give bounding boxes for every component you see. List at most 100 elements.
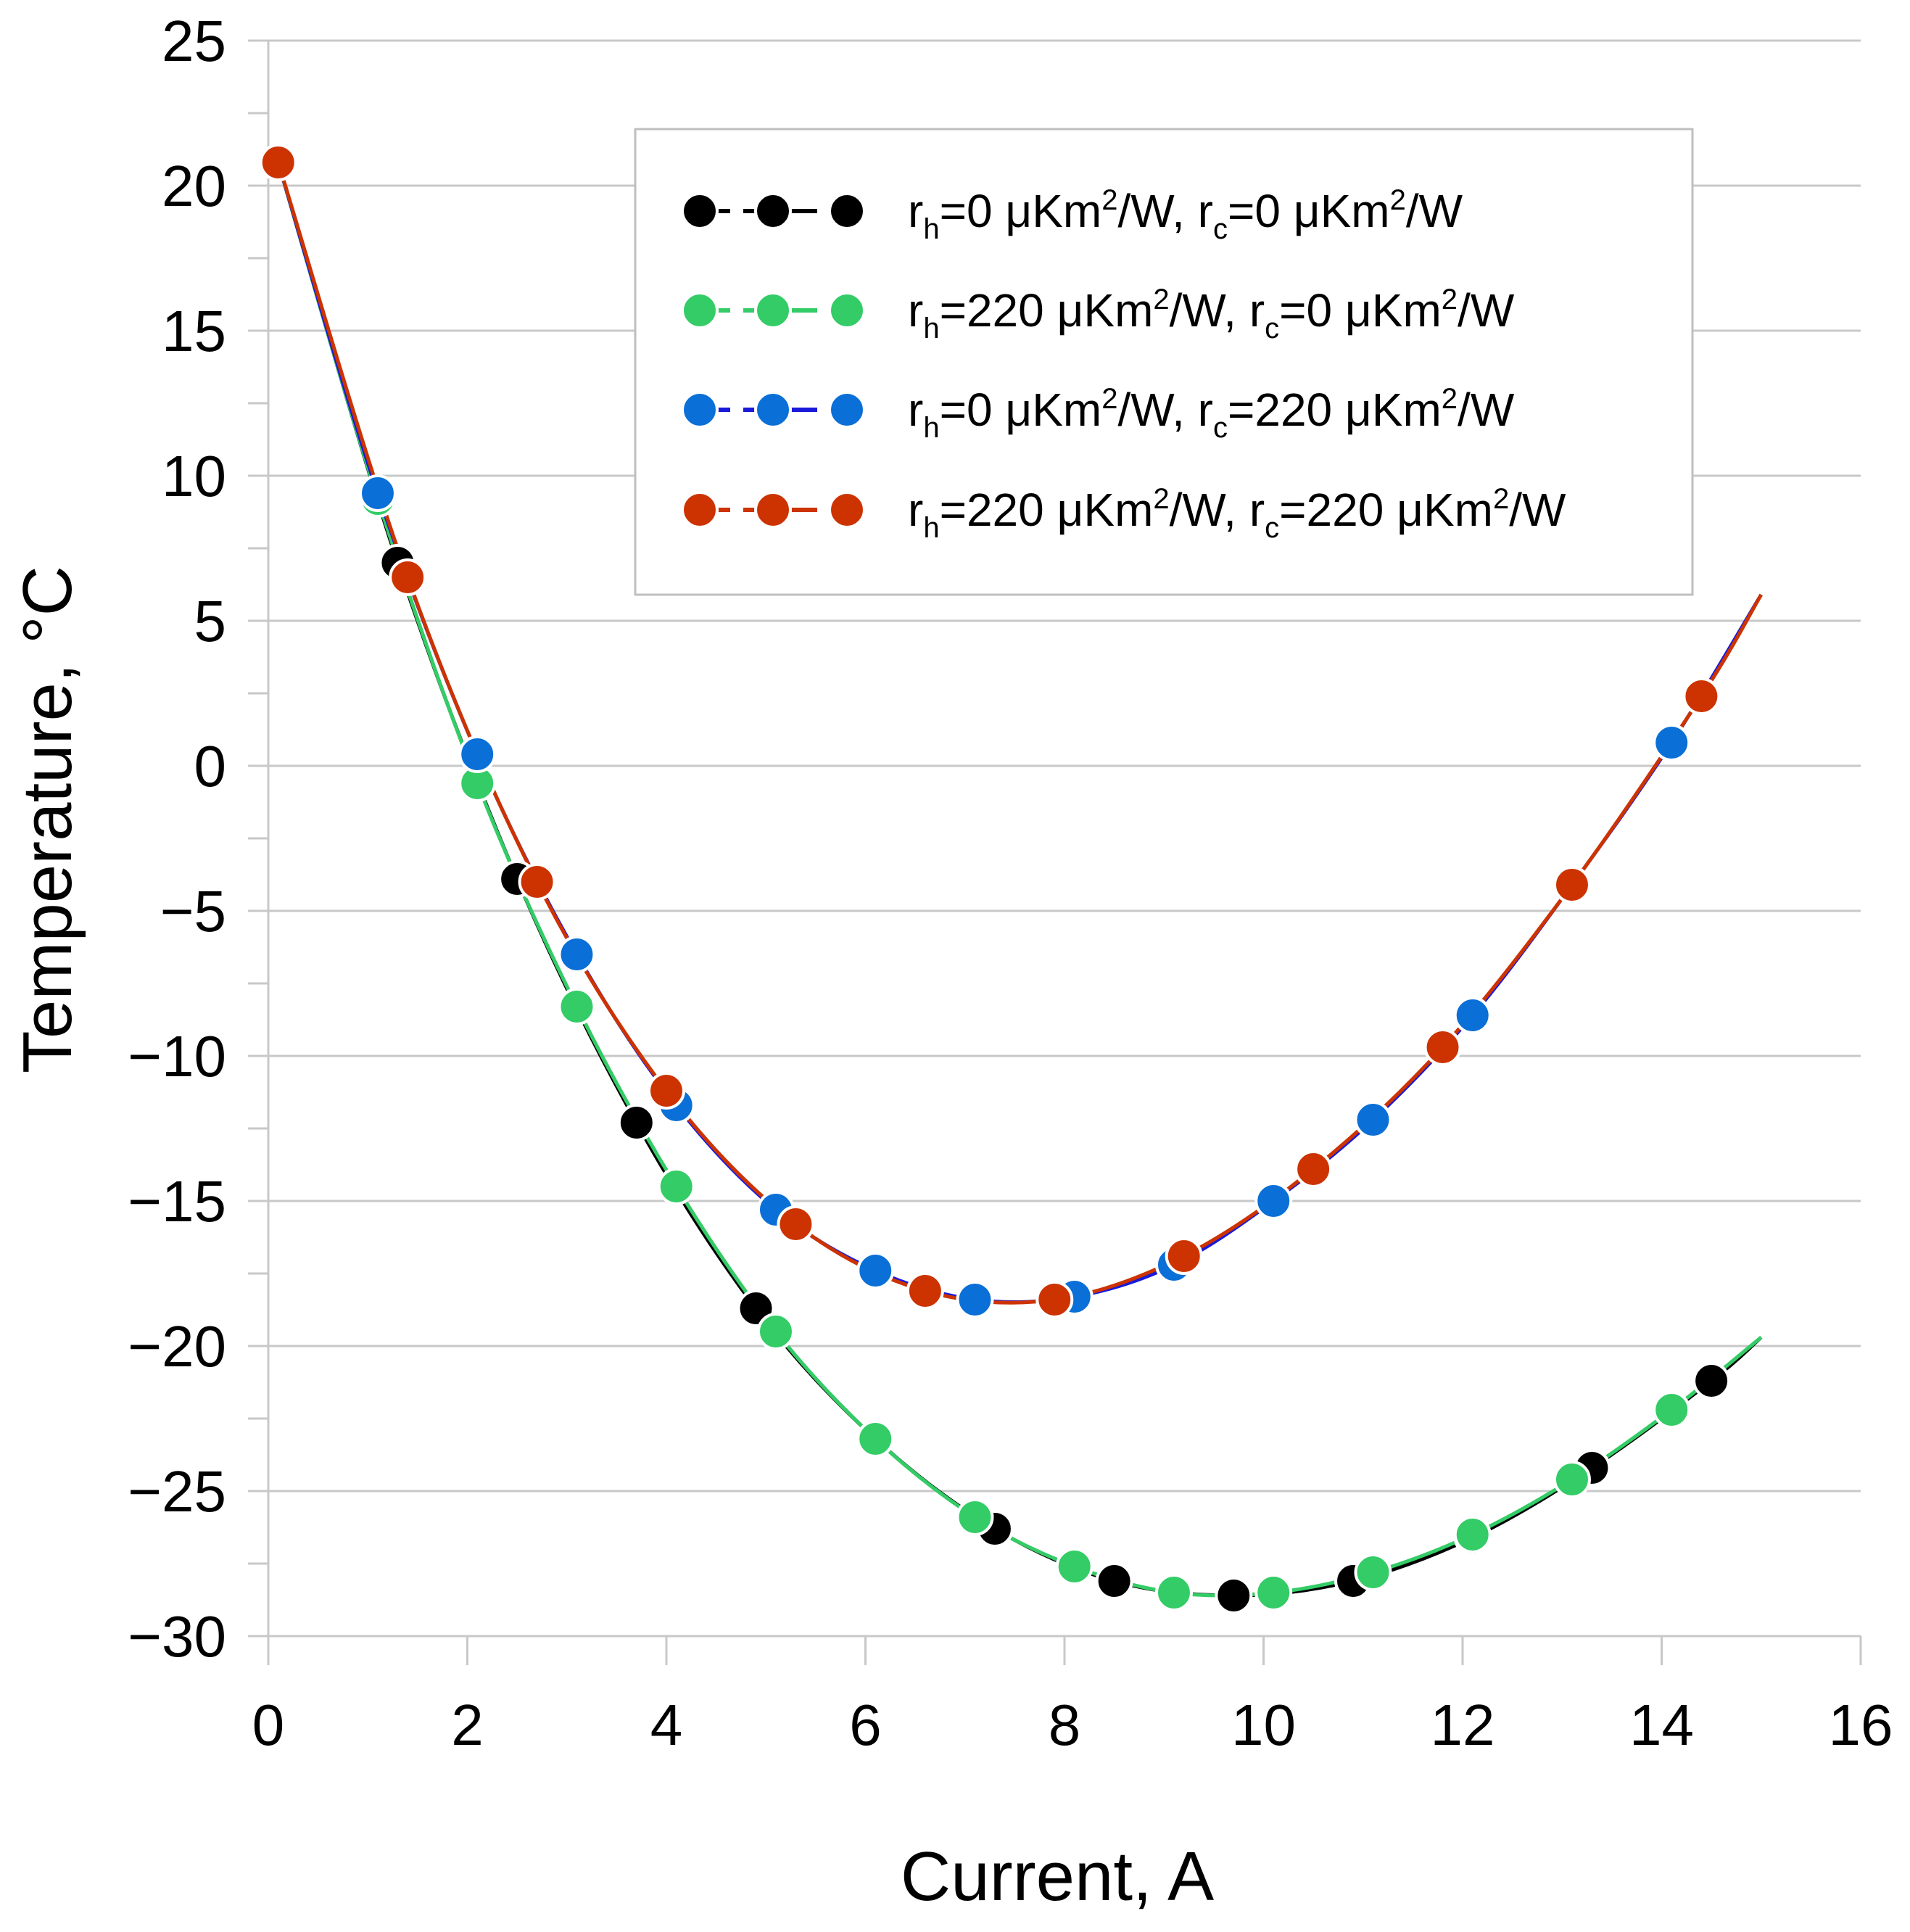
legend-label-part: /W bbox=[1509, 484, 1566, 536]
data-point bbox=[1165, 1237, 1203, 1275]
y-tick-label: 0 bbox=[194, 734, 227, 798]
legend-label-part: /W bbox=[1406, 185, 1463, 237]
legend-marker bbox=[828, 192, 866, 230]
data-point bbox=[1354, 1553, 1392, 1591]
legend-label-part: /W, bbox=[1117, 384, 1197, 436]
data-point bbox=[1553, 866, 1591, 904]
legend-label-part: c bbox=[1265, 512, 1279, 544]
data-point bbox=[906, 1272, 944, 1310]
legend-label-part: =0 μKm bbox=[1228, 185, 1390, 237]
y-tick-label: −15 bbox=[128, 1169, 226, 1234]
legend-label-part: =220 μKm bbox=[1228, 384, 1442, 436]
data-point bbox=[1692, 1362, 1731, 1400]
y-axis-title: Temperature, °C bbox=[9, 566, 86, 1073]
legend-label-part: =220 μKm bbox=[940, 484, 1154, 536]
y-tick-label: −30 bbox=[128, 1604, 226, 1669]
y-tick-label: −25 bbox=[128, 1459, 226, 1524]
legend-marker bbox=[681, 192, 719, 230]
x-tick-label: 12 bbox=[1431, 1693, 1495, 1757]
data-point bbox=[1653, 724, 1691, 761]
legend-label-part: r bbox=[1249, 484, 1265, 536]
legend-label-part: h bbox=[923, 213, 939, 245]
data-point bbox=[756, 1313, 795, 1350]
y-tick-label: 5 bbox=[194, 589, 227, 653]
legend-label-part: r bbox=[908, 384, 923, 436]
x-axis-title: Current, A bbox=[901, 1838, 1214, 1915]
legend-label-part: 2 bbox=[1390, 184, 1406, 216]
data-point bbox=[1423, 1028, 1462, 1066]
data-point bbox=[1254, 1182, 1293, 1220]
data-point bbox=[1035, 1281, 1074, 1318]
y-tick-label: −20 bbox=[128, 1314, 226, 1379]
x-tick-label: 0 bbox=[252, 1693, 285, 1757]
tick-labels: 25 20 15 10 5 0 −5 −10 −15 −20 −25 −30 0 2 4 6 8 10 12 14 16 bbox=[128, 9, 1893, 1757]
data-point bbox=[1453, 996, 1492, 1034]
x-tick-label: 14 bbox=[1629, 1693, 1694, 1757]
legend-label-part: =220 μKm bbox=[1279, 484, 1493, 536]
legend-label-part: h bbox=[923, 512, 939, 544]
legend-entries: rh=0 μKm2/W, rc=0 μKm2/Wrh=220 μKm2/W, r… bbox=[681, 184, 1566, 544]
data-point bbox=[956, 1498, 994, 1536]
data-point bbox=[1653, 1391, 1691, 1429]
legend-label-part: 2 bbox=[1153, 483, 1169, 515]
legend-label-part: 2 bbox=[1101, 184, 1117, 216]
legend-label-part: r bbox=[1198, 384, 1213, 436]
legend-marker bbox=[681, 292, 719, 329]
legend-marker bbox=[754, 292, 792, 329]
axes bbox=[248, 39, 1862, 1665]
data-point bbox=[1294, 1150, 1333, 1188]
x-tick-label: 2 bbox=[451, 1693, 484, 1757]
legend-label-part: r bbox=[1249, 284, 1265, 337]
data-point bbox=[856, 1252, 895, 1289]
y-tick-label: 20 bbox=[162, 154, 226, 218]
legend-label-part: r bbox=[908, 185, 923, 237]
data-point bbox=[617, 1104, 656, 1142]
legend-label-part: 2 bbox=[1493, 483, 1509, 515]
legend-label-part: =0 μKm bbox=[940, 185, 1102, 237]
x-tick-label: 4 bbox=[650, 1693, 683, 1757]
y-tick-label: −10 bbox=[128, 1024, 226, 1089]
legend-label-part: /W, bbox=[1117, 185, 1197, 237]
legend-box bbox=[634, 128, 1694, 596]
data-point bbox=[1682, 677, 1721, 715]
data-point bbox=[389, 558, 427, 596]
legend-label-part: h bbox=[923, 412, 939, 444]
x-tick-label: 6 bbox=[849, 1693, 882, 1757]
y-tick-label: 25 bbox=[162, 9, 226, 73]
data-point bbox=[1254, 1574, 1293, 1611]
legend-label-part: 2 bbox=[1442, 383, 1458, 415]
legend-label-part: 2 bbox=[1153, 284, 1169, 315]
legend-label-part: /W bbox=[1458, 384, 1515, 436]
legend-label-part: =220 μKm bbox=[940, 284, 1154, 337]
data-point bbox=[648, 1072, 685, 1110]
data-point bbox=[358, 474, 397, 512]
legend-marker bbox=[754, 192, 792, 230]
legend-label-part: r bbox=[1198, 185, 1213, 237]
legend: rh=0 μKm2/W, rc=0 μKm2/Wrh=220 μKm2/W, r… bbox=[634, 128, 1694, 596]
x-tick-label: 8 bbox=[1049, 1693, 1081, 1757]
data-point bbox=[777, 1205, 815, 1243]
data-point bbox=[1215, 1577, 1253, 1614]
legend-marker bbox=[681, 491, 719, 529]
data-point bbox=[259, 144, 297, 181]
legend-label-part: c bbox=[1213, 412, 1228, 444]
legend-label-part: r bbox=[908, 284, 923, 337]
data-point bbox=[856, 1420, 895, 1458]
data-point bbox=[518, 863, 556, 901]
y-tick-label: −5 bbox=[160, 879, 226, 944]
data-point bbox=[1553, 1461, 1591, 1498]
legend-label-part: =0 μKm bbox=[1279, 284, 1442, 337]
legend-label: rh=0 μKm2/W, rc=220 μKm2/W bbox=[908, 383, 1515, 444]
y-tick-label: 15 bbox=[162, 299, 226, 363]
data-point bbox=[558, 988, 596, 1025]
legend-label-part: r bbox=[908, 484, 923, 536]
legend-label-part: /W bbox=[1458, 284, 1515, 337]
data-point bbox=[1453, 1516, 1492, 1553]
legend-label-part: c bbox=[1213, 213, 1228, 245]
y-tick-label: 10 bbox=[162, 444, 226, 508]
data-point bbox=[1154, 1574, 1193, 1611]
legend-marker bbox=[828, 292, 866, 329]
data-point bbox=[956, 1281, 994, 1318]
data-point bbox=[458, 735, 497, 773]
